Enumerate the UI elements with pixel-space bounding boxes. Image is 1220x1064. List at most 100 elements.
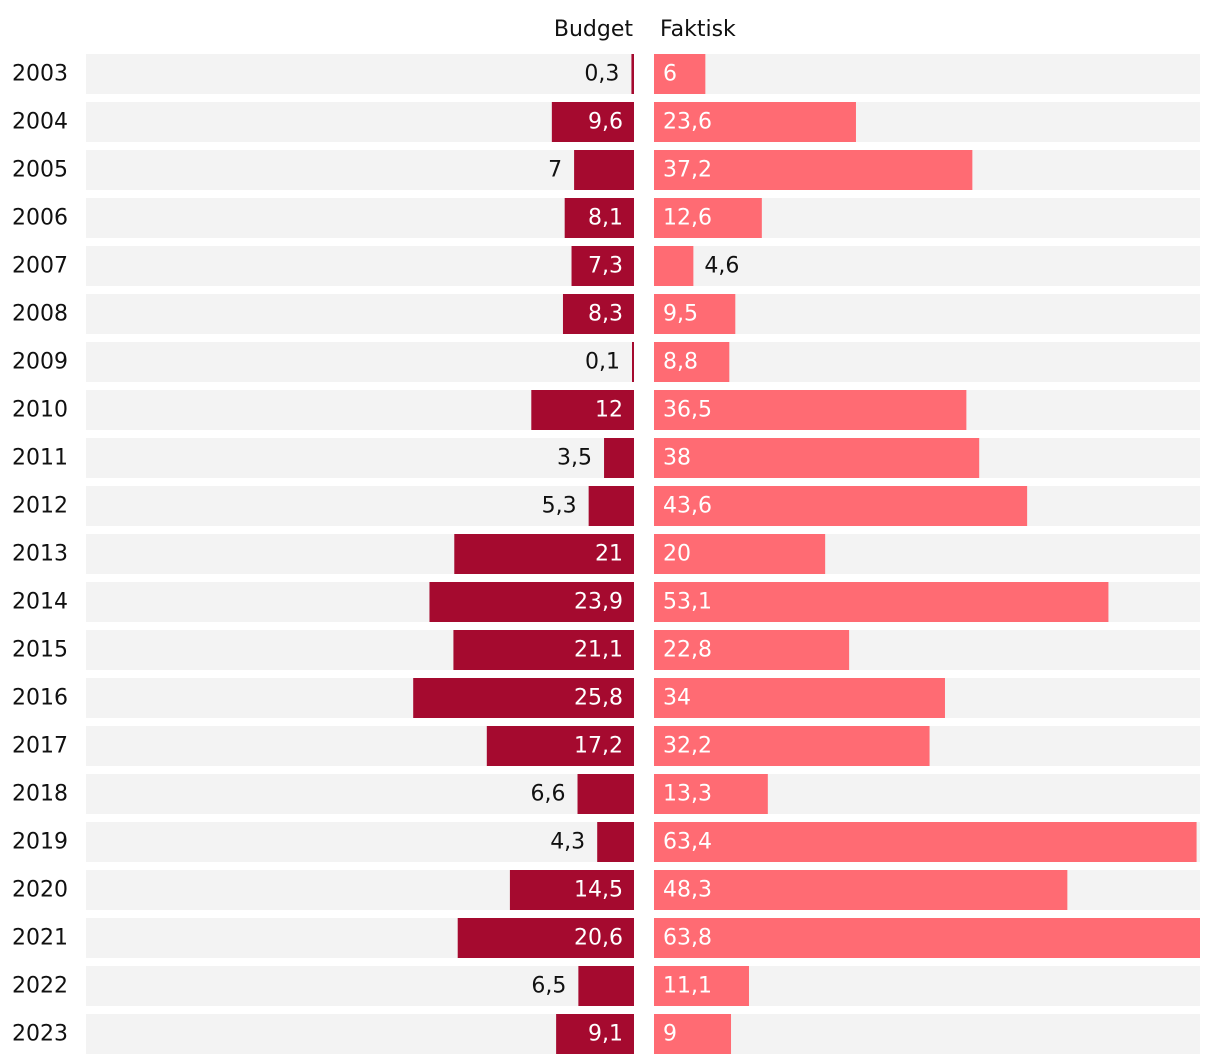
faktisk-bar xyxy=(654,534,826,574)
year-label: 2008 xyxy=(12,302,68,327)
budget-track xyxy=(86,822,634,862)
budget-bar xyxy=(551,102,634,142)
faktisk-value-label: 53,1 xyxy=(663,590,712,615)
chart-row-2012: 2012 5,3 43,6 xyxy=(12,486,1200,526)
faktisk-value-label: 8,8 xyxy=(663,350,698,375)
budget-bar xyxy=(571,246,634,286)
budget-value-label: 8,3 xyxy=(588,302,623,327)
budget-bar xyxy=(413,678,634,718)
budget-bar xyxy=(588,486,634,526)
budget-track xyxy=(86,1014,634,1054)
faktisk-track xyxy=(654,1014,1200,1054)
chart-row-2003: 2003 0,3 6 xyxy=(12,54,1200,94)
faktisk-bar xyxy=(654,966,749,1006)
budget-track xyxy=(86,966,634,1006)
year-label: 2018 xyxy=(12,782,68,807)
year-label: 2020 xyxy=(12,878,68,903)
budget-bar xyxy=(631,54,634,94)
chart-row-2004: 2004 9,6 23,6 xyxy=(12,102,1200,142)
faktisk-bar xyxy=(654,342,730,382)
faktisk-track xyxy=(654,342,1200,382)
faktisk-value-label: 63,8 xyxy=(663,926,712,951)
faktisk-value-label: 22,8 xyxy=(663,638,712,663)
year-label: 2010 xyxy=(12,398,68,423)
faktisk-value-label: 38 xyxy=(663,446,691,471)
chart-row-2005: 2005 7 37,2 xyxy=(12,150,1200,190)
faktisk-bar xyxy=(654,54,706,94)
year-label: 2003 xyxy=(12,62,68,87)
chart-row-2017: 2017 17,2 32,2 xyxy=(12,726,1200,766)
budget-value-label: 12 xyxy=(595,398,623,423)
budget-value-label: 8,1 xyxy=(588,206,623,231)
budget-bar xyxy=(429,582,634,622)
faktisk-value-label: 20 xyxy=(663,542,691,567)
faktisk-value-label: 4,6 xyxy=(704,254,739,279)
faktisk-track xyxy=(654,294,1200,334)
chart-row-2006: 2006 8,1 12,6 xyxy=(12,198,1200,238)
budget-track xyxy=(86,438,634,478)
faktisk-value-label: 63,4 xyxy=(663,830,712,855)
chart-row-2016: 2016 25,8 34 xyxy=(12,678,1200,718)
faktisk-value-label: 11,1 xyxy=(663,974,712,999)
year-label: 2005 xyxy=(12,158,68,183)
faktisk-track xyxy=(654,54,1200,94)
budget-value-label: 23,9 xyxy=(574,590,623,615)
faktisk-bar xyxy=(654,678,945,718)
budget-track xyxy=(86,774,634,814)
chart-row-2015: 2015 21,1 22,8 xyxy=(12,630,1200,670)
faktisk-value-label: 23,6 xyxy=(663,110,712,135)
year-label: 2006 xyxy=(12,206,68,231)
year-label: 2013 xyxy=(12,542,68,567)
budget-value-label: 5,3 xyxy=(542,494,577,519)
faktisk-bar xyxy=(654,870,1068,910)
faktisk-value-label: 13,3 xyxy=(663,782,712,807)
chart-row-2020: 2020 14,5 48,3 xyxy=(12,870,1200,910)
year-label: 2023 xyxy=(12,1022,68,1047)
chart-row-2010: 2010 12 36,5 xyxy=(12,390,1200,430)
budget-track xyxy=(86,342,634,382)
faktisk-bar xyxy=(654,438,980,478)
faktisk-bar xyxy=(654,726,930,766)
budget-value-label: 21,1 xyxy=(574,638,623,663)
faktisk-bar xyxy=(654,150,973,190)
budget-value-label: 6,5 xyxy=(531,974,566,999)
faktisk-value-label: 9,5 xyxy=(663,302,698,327)
faktisk-bar xyxy=(654,774,768,814)
budget-value-label: 25,8 xyxy=(574,686,623,711)
budget-value-label: 9,1 xyxy=(588,1022,623,1047)
budget-value-label: 0,3 xyxy=(584,62,619,87)
faktisk-bar xyxy=(654,102,856,142)
budget-bar xyxy=(486,726,634,766)
chart-row-2007: 2007 7,3 4,6 xyxy=(12,246,1200,286)
budget-value-label: 9,6 xyxy=(588,110,623,135)
faktisk-value-label: 43,6 xyxy=(663,494,712,519)
faktisk-bar xyxy=(654,630,850,670)
budget-value-label: 7 xyxy=(548,158,562,183)
budget-bar xyxy=(574,150,634,190)
faktisk-value-label: 32,2 xyxy=(663,734,712,759)
faktisk-bar xyxy=(654,822,1197,862)
budget-track xyxy=(86,102,634,142)
faktisk-bar xyxy=(654,246,694,286)
chart-row-2013: 2013 21 20 xyxy=(12,534,1200,574)
faktisk-value-label: 34 xyxy=(663,686,691,711)
year-label: 2015 xyxy=(12,638,68,663)
year-label: 2021 xyxy=(12,926,68,951)
budget-value-label: 6,6 xyxy=(531,782,566,807)
chart-row-2011: 2011 3,5 38 xyxy=(12,438,1200,478)
budget-bar xyxy=(454,534,634,574)
budget-value-label: 14,5 xyxy=(574,878,623,903)
faktisk-bar xyxy=(654,582,1109,622)
budget-value-label: 21 xyxy=(595,542,623,567)
faktisk-bar xyxy=(654,918,1200,958)
faktisk-bar xyxy=(654,294,736,334)
budget-track xyxy=(86,246,634,286)
budget-track xyxy=(86,486,634,526)
budget-track xyxy=(86,198,634,238)
year-label: 2004 xyxy=(12,110,68,135)
faktisk-track xyxy=(654,246,1200,286)
budget-track xyxy=(86,294,634,334)
year-label: 2017 xyxy=(12,734,68,759)
